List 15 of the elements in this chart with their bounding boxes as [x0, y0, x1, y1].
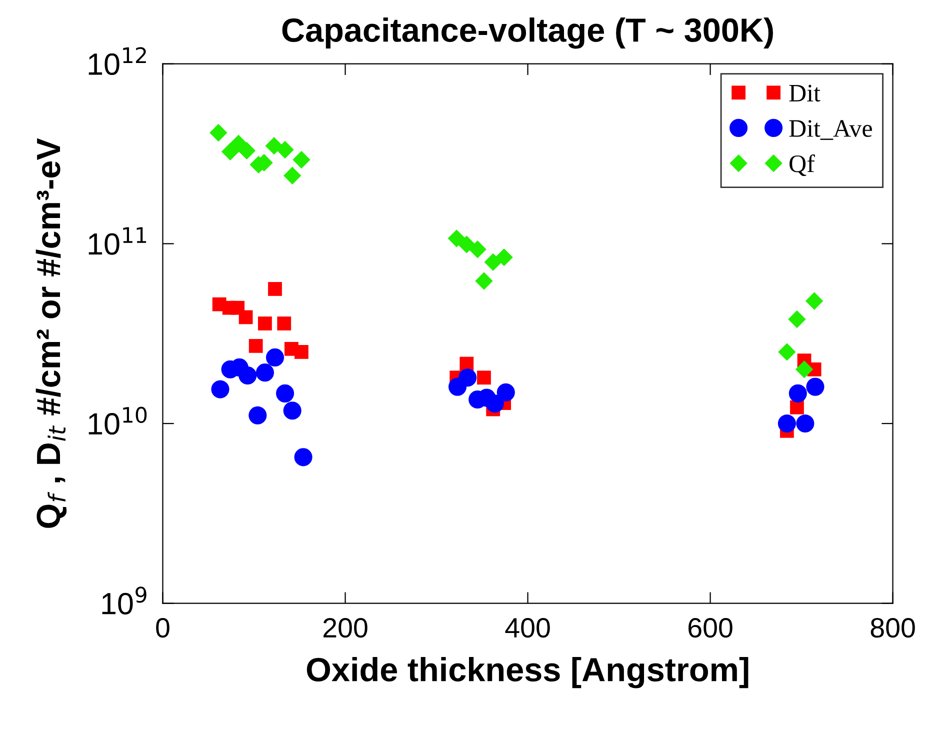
y-tick-label: 10$^{10}$ — [88, 406, 147, 435]
x-axis-title: Oxide thickness [Angstrom] — [306, 657, 748, 688]
legend-label: Qf — [790, 154, 815, 176]
legend-label: Dit_Ave — [789, 120, 872, 140]
y-tick-label: 10$^{9}$ — [102, 586, 146, 614]
legend-label: Dit — [789, 84, 820, 102]
y-axis-title: Q$_{f}$ , D$_{it}$ #/cm² or #/cm³-eV — [36, 138, 67, 528]
x-tick-label: 400 — [505, 618, 550, 638]
x-tick-label: 0 — [156, 618, 170, 638]
chart-title: Capacitance-voltage (T ~ 300K) — [282, 17, 773, 49]
x-tick-label: 200 — [323, 618, 368, 638]
x-tick-label: 600 — [688, 618, 732, 638]
y-tick-label: 10$^{12}$ — [88, 47, 146, 75]
x-tick-label: 800 — [870, 618, 915, 638]
y-tick-label: 10$^{11}$ — [88, 227, 146, 255]
